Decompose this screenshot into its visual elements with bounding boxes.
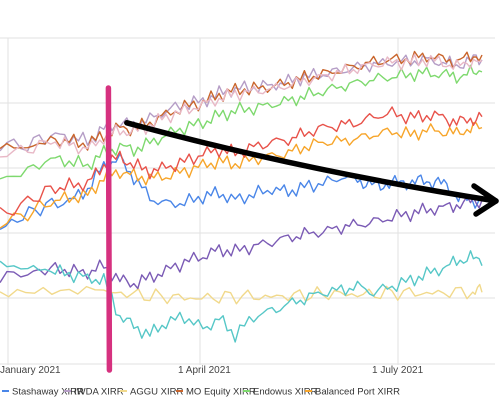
legend-label: Balanced Port XIRR <box>315 387 400 398</box>
vertical-gridlines <box>7 38 399 365</box>
arrow-head <box>471 183 499 217</box>
x-tick-label-apr: 1 April 2021 <box>178 365 231 376</box>
series-line-4 <box>0 64 483 180</box>
series-line-8 <box>0 250 483 343</box>
x-tick-label-jul: 1 July 2021 <box>372 365 424 376</box>
legend-label: AGGU XIRR <box>130 387 183 398</box>
arrow-shaft <box>124 120 499 204</box>
legend-label: MO Equity XIRR <box>186 387 256 398</box>
horizontal-gridlines <box>0 37 495 365</box>
series-line-9 <box>0 53 483 158</box>
annotation-layer <box>105 85 499 373</box>
legend-label: Stashaway XIRR <box>12 387 84 398</box>
series-line-7 <box>0 195 483 290</box>
vertical-marker-line <box>105 85 113 373</box>
series-line-3 <box>0 50 483 151</box>
legend-label: Endowus XIRR <box>253 387 318 398</box>
series-line-6 <box>0 106 483 216</box>
legend-label: IWDA XIRR <box>74 387 124 398</box>
x-axis-tick-labels: January 2021 1 April 2021 1 July 2021 <box>0 365 424 376</box>
x-tick-label-jan: January 2021 <box>0 365 61 376</box>
